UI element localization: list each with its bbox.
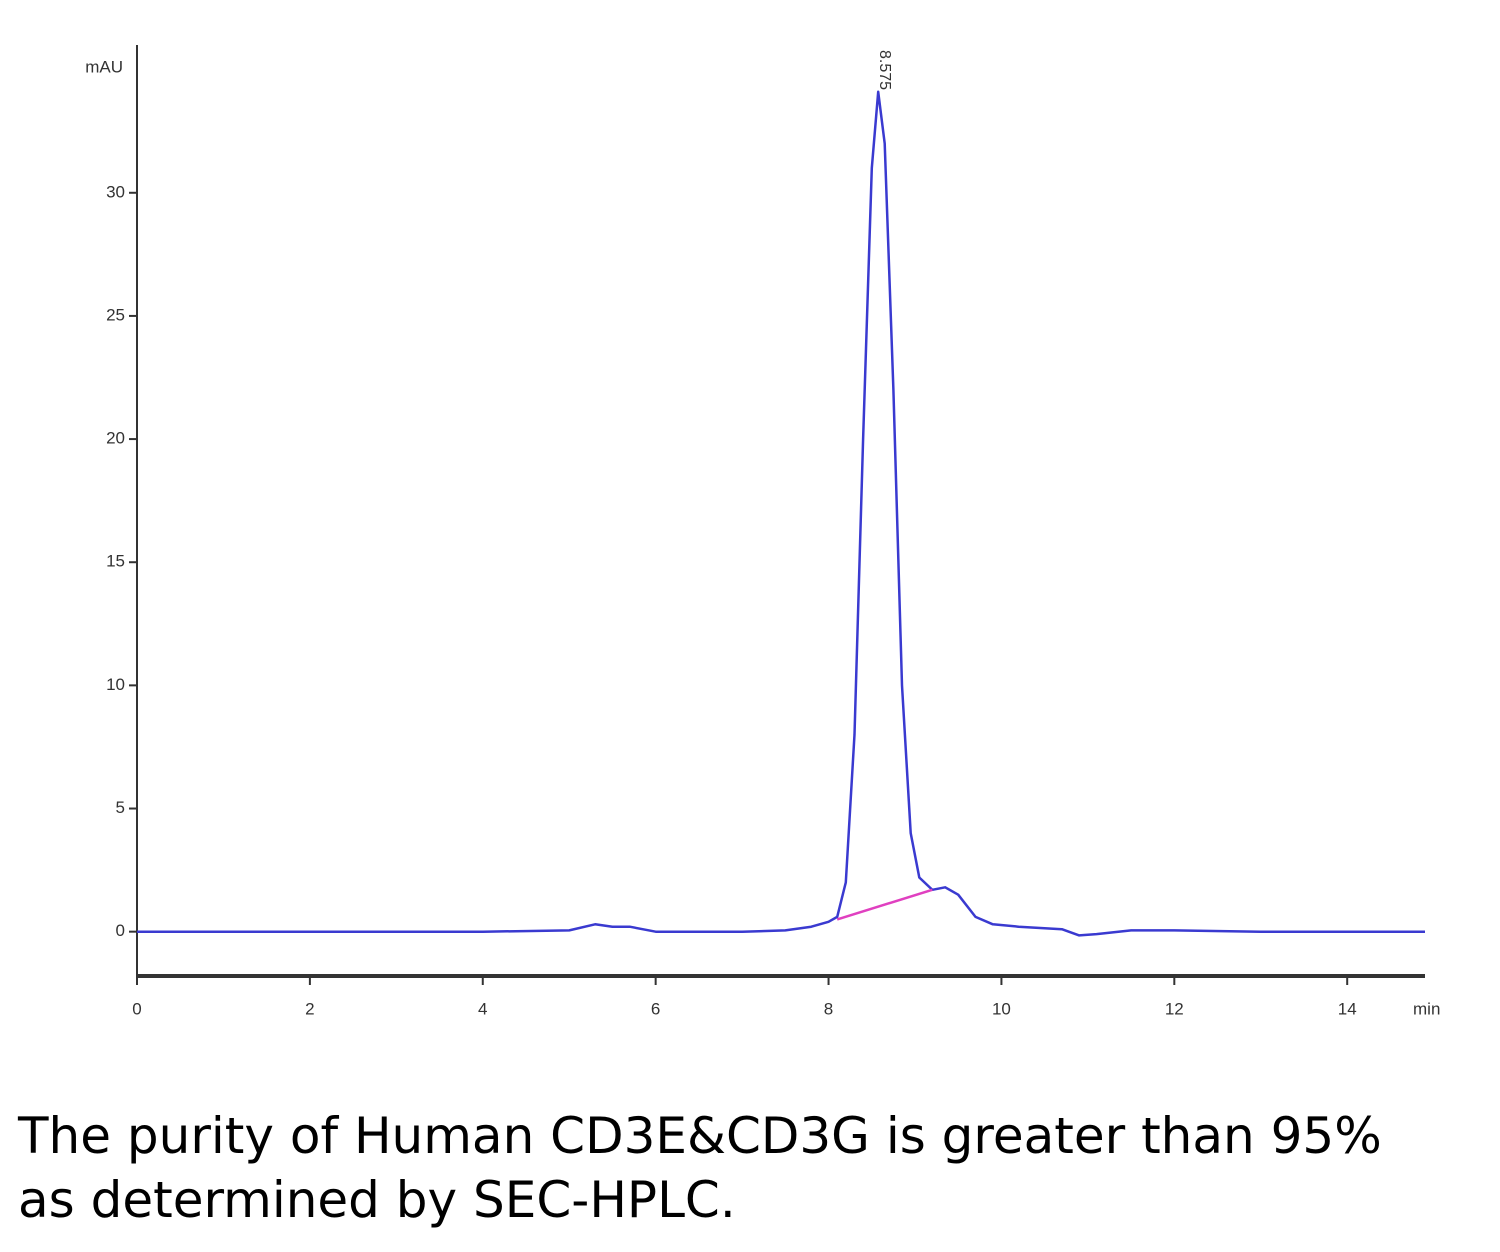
x-tick-label: 12 xyxy=(1165,999,1184,1018)
x-tick-label: 10 xyxy=(992,999,1011,1018)
y-axis-label: mAU xyxy=(85,57,123,76)
series-line xyxy=(836,888,933,921)
x-tick-label: 14 xyxy=(1338,999,1357,1018)
x-tick-label: 0 xyxy=(132,999,141,1018)
y-tick-label: 5 xyxy=(116,798,125,817)
y-tick-label: 15 xyxy=(106,552,125,571)
peak-label: 8.575 xyxy=(876,50,893,90)
x-tick-label: 4 xyxy=(478,999,487,1018)
chart: 0 5 10 15 20 25 30 0 2 4 6 8 10 12 14 mAU min 8.575 xyxy=(85,45,1440,1018)
y-tick-label: 30 xyxy=(106,182,125,201)
series-line xyxy=(137,90,1425,937)
x-tick-label: 2 xyxy=(305,999,314,1018)
y-tick-label: 10 xyxy=(106,675,125,694)
x-tick-label: 6 xyxy=(651,999,660,1018)
y-tick-label: 20 xyxy=(106,429,125,448)
y-tick-label: 25 xyxy=(106,305,125,324)
x-axis-label: min xyxy=(1413,999,1440,1018)
caption: The purity of Human CD3E&CD3G is greater… xyxy=(18,1107,1382,1229)
y-tick-label: 0 xyxy=(116,921,125,940)
x-tick-label: 8 xyxy=(824,999,833,1018)
